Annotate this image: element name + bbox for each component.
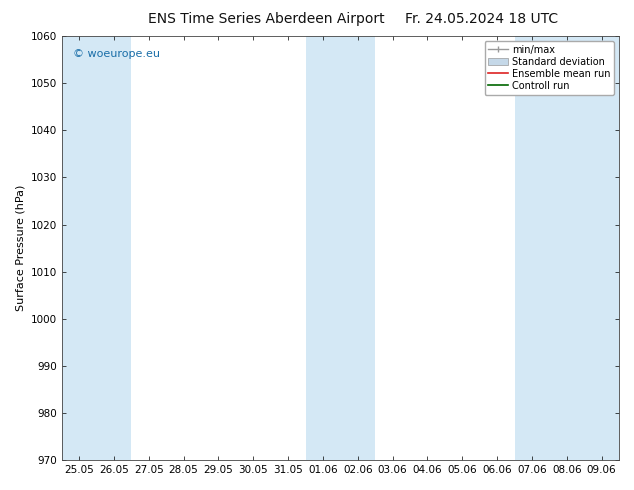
- Bar: [306, 36, 375, 460]
- Text: ENS Time Series Aberdeen Airport: ENS Time Series Aberdeen Airport: [148, 12, 385, 26]
- Bar: [61, 36, 131, 460]
- Legend: min/max, Standard deviation, Ensemble mean run, Controll run: min/max, Standard deviation, Ensemble me…: [484, 41, 614, 95]
- Text: © woeurope.eu: © woeurope.eu: [73, 49, 160, 59]
- Y-axis label: Surface Pressure (hPa): Surface Pressure (hPa): [15, 185, 25, 311]
- Text: Fr. 24.05.2024 18 UTC: Fr. 24.05.2024 18 UTC: [405, 12, 559, 26]
- Bar: [515, 36, 619, 460]
